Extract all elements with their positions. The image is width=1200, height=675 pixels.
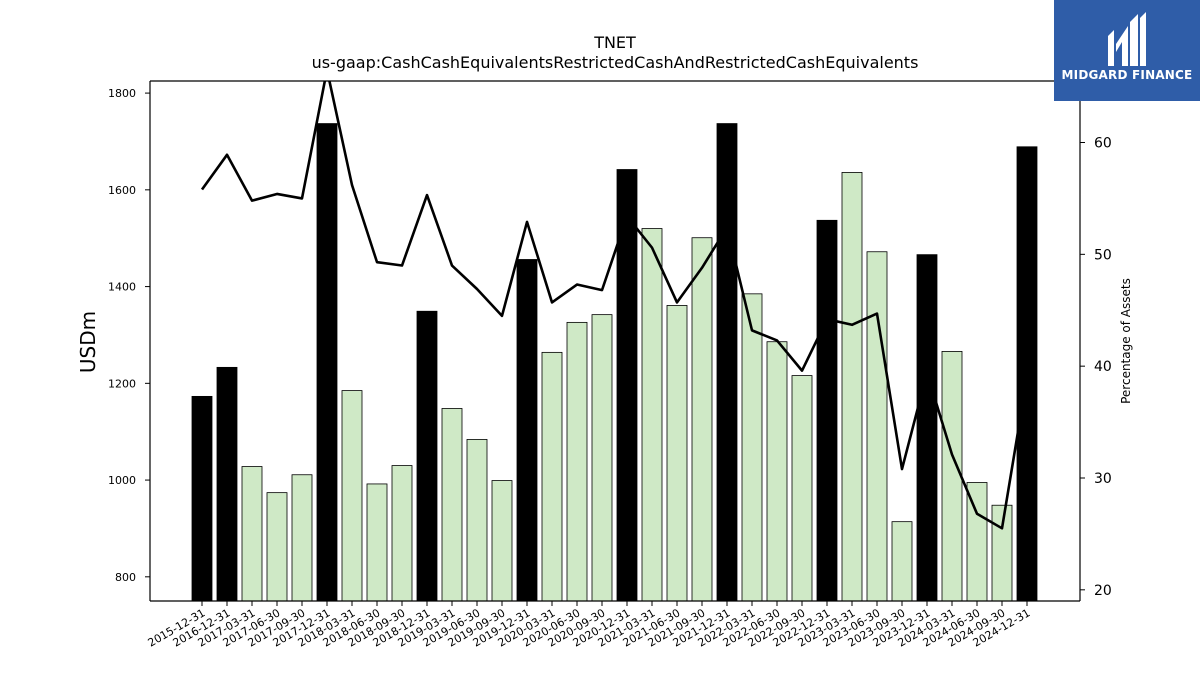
- bar: [641, 228, 663, 601]
- bar: [191, 395, 213, 601]
- chart-title: TNET: [593, 33, 636, 52]
- bar: [516, 259, 538, 601]
- bar: [566, 321, 588, 601]
- bar: [366, 483, 388, 601]
- bar: [491, 480, 513, 601]
- bar-series: [191, 123, 1038, 601]
- bar: [416, 310, 438, 601]
- bar: [541, 351, 563, 601]
- y2-tick-label: 20: [1094, 583, 1112, 599]
- bar: [791, 375, 813, 601]
- y-tick-label: 1400: [108, 281, 136, 294]
- bar: [866, 251, 888, 601]
- bar: [816, 219, 838, 601]
- bar: [316, 123, 338, 601]
- bar: [766, 341, 788, 601]
- bar: [966, 482, 988, 601]
- brand-logo: MIDGARD FINANCE: [1054, 0, 1200, 101]
- bar: [616, 169, 638, 601]
- y-tick-label: 800: [115, 571, 136, 584]
- y2-axis-label: Percentage of Assets: [1119, 278, 1133, 404]
- bar: [666, 305, 688, 601]
- bar: [891, 521, 913, 601]
- y2-tick-label: 30: [1094, 471, 1112, 487]
- bar: [691, 237, 713, 601]
- bar: [941, 350, 963, 601]
- line-series: [200, 81, 1029, 530]
- bar: [466, 439, 488, 601]
- bar: [341, 390, 363, 601]
- percentage-line: [200, 81, 1029, 530]
- y-tick-label: 1600: [108, 184, 136, 197]
- bar: [716, 123, 738, 601]
- y2-tick-label: 50: [1094, 247, 1112, 263]
- bar: [441, 408, 463, 601]
- bar: [916, 254, 938, 601]
- y2-tick-label: 40: [1094, 359, 1112, 375]
- bar: [216, 366, 238, 601]
- logo-text: MIDGARD FINANCE: [1061, 68, 1193, 82]
- chart-subtitle: us-gaap:CashCashEquivalentsRestrictedCas…: [312, 53, 919, 72]
- bar: [391, 465, 413, 601]
- y-tick-label: 1800: [108, 87, 136, 100]
- midgard-logo-mark: [1108, 12, 1146, 66]
- bar: [741, 293, 763, 601]
- y2-tick-label: 60: [1094, 136, 1112, 152]
- bar: [241, 466, 263, 601]
- y-tick-label: 1200: [108, 377, 136, 390]
- bar: [591, 314, 613, 601]
- y-axis-label: USDm: [76, 311, 100, 373]
- bar: [266, 492, 288, 601]
- bar: [291, 474, 313, 601]
- bar: [991, 504, 1013, 601]
- y-tick-label: 1000: [108, 474, 136, 487]
- bar: [841, 172, 863, 601]
- bar: [1016, 146, 1038, 601]
